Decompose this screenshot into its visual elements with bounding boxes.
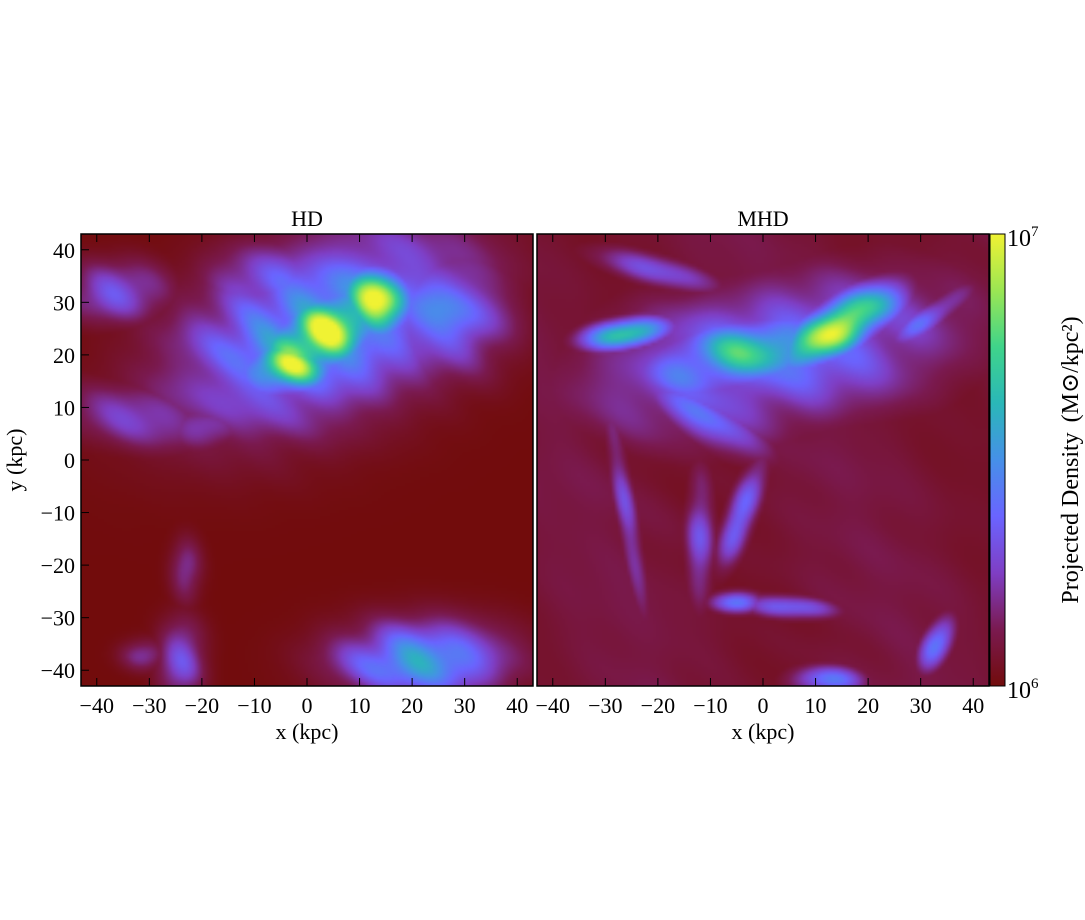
x-tick-label: −40 [80, 693, 114, 718]
x-tick-label: −10 [237, 693, 271, 718]
x-tick-label: 30 [454, 693, 476, 718]
colorbar-gradient [989, 233, 1006, 687]
x-tick-label: 30 [910, 693, 932, 718]
mhd-panel: MHD −40 −30 −20 −10 0 10 20 30 40 x (kpc) [536, 206, 990, 744]
x-tick-label: −30 [132, 693, 166, 718]
y-tick-label: 30 [53, 290, 75, 315]
hd-y-axis: 40 30 20 10 0 −10 −20 −30 −40 [41, 238, 89, 683]
y-tick-label: −20 [41, 553, 75, 578]
y-tick-label: 0 [64, 448, 75, 473]
x-tick-label: 0 [758, 693, 769, 718]
y-tick-label: 10 [53, 395, 75, 420]
x-tick-label: −20 [641, 693, 675, 718]
y-tick-label: −30 [41, 606, 75, 631]
hd-x-axis: −40 −30 −20 −10 0 10 20 30 40 [80, 234, 528, 718]
x-tick-label: −30 [588, 693, 622, 718]
mhd-x-axis-label: x (kpc) [732, 719, 795, 744]
hd-x-axis-label: x (kpc) [276, 719, 339, 744]
colorbar-label: Projected Density(M⊙/kpc²) [1058, 316, 1084, 603]
y-tick-label: 40 [53, 238, 75, 263]
x-tick-label: −40 [536, 693, 570, 718]
hd-density-map [81, 234, 533, 686]
mhd-x-axis: −40 −30 −20 −10 0 10 20 30 40 [536, 234, 984, 718]
hd-title: HD [291, 206, 323, 231]
x-tick-label: 20 [857, 693, 879, 718]
y-tick-label: −10 [41, 501, 75, 526]
y-tick-label: 20 [53, 343, 75, 368]
colorbar: 107 106 Projected Density(M⊙/kpc²) [989, 224, 1084, 704]
mhd-title: MHD [737, 206, 788, 231]
x-tick-label: −20 [185, 693, 219, 718]
x-tick-label: 0 [302, 693, 313, 718]
hd-y-axis-label: y (kpc) [2, 429, 27, 492]
mhd-density-map [537, 234, 989, 686]
x-tick-label: 10 [805, 693, 827, 718]
x-tick-label: −10 [693, 693, 727, 718]
colorbar-max-label: 107 [1007, 224, 1039, 252]
hd-panel: HD −40 −30 −20 −10 0 10 20 30 40 40 30 20 10 0 −10 −20… [2, 206, 534, 744]
colorbar-min-label: 106 [1007, 676, 1039, 704]
x-tick-label: 40 [962, 693, 984, 718]
x-tick-label: 20 [401, 693, 423, 718]
y-tick-label: −40 [41, 658, 75, 683]
x-tick-label: 40 [506, 693, 528, 718]
x-tick-label: 10 [349, 693, 371, 718]
